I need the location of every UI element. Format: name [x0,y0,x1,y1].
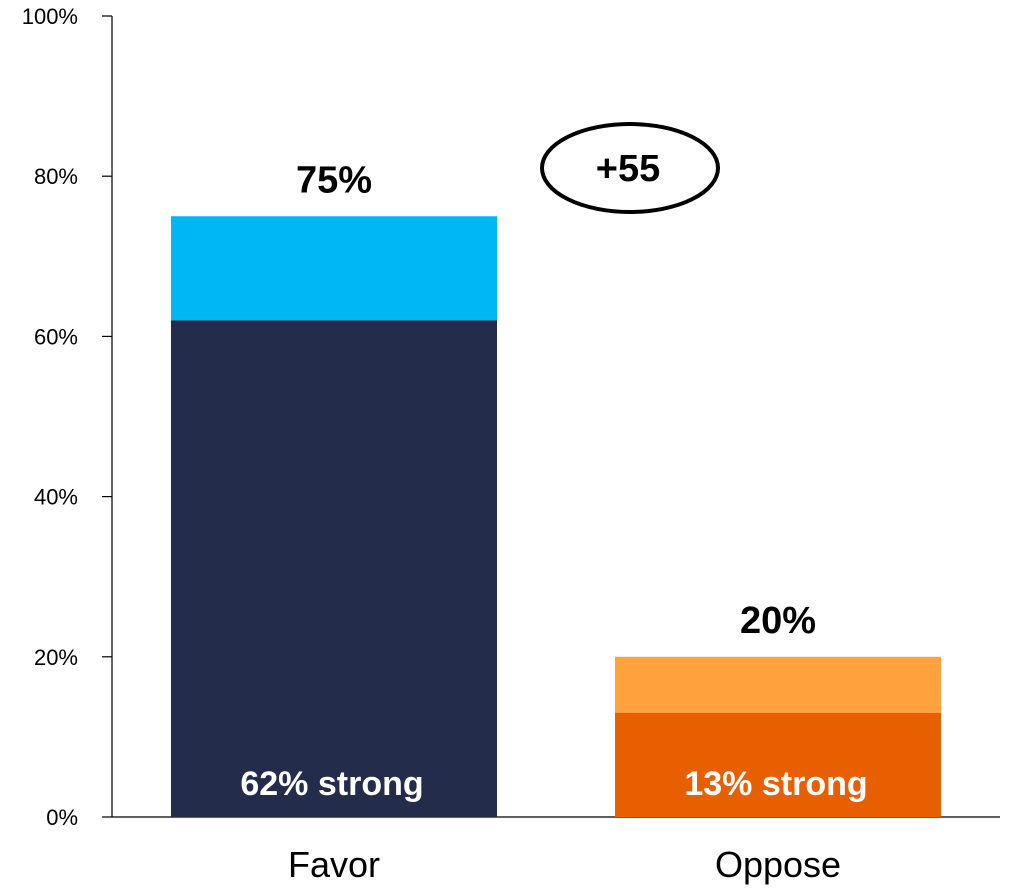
y-tick-label: 20% [34,645,78,670]
oppose-bar-strong-segment [615,712,941,817]
oppose-total-label: 20% [740,600,816,642]
margin-ellipse [540,122,720,214]
margin-annotation-label: +55 [596,148,660,190]
y-tick-label: 40% [34,485,78,510]
y-tick-label: 100% [22,4,78,29]
y-tick-label: 0% [46,805,78,830]
annotation: +55 [540,122,720,214]
bars [171,216,941,817]
y-tick-label: 60% [34,324,78,349]
oppose-bar-total-segment [615,656,941,713]
x-category-label: Oppose [715,844,841,885]
y-tick-label: 80% [34,164,78,189]
favor-total-label: 75% [296,159,372,201]
favor-bar-strong-segment [171,320,497,817]
favor-bar-total-segment [171,216,497,321]
favor-strong-label: 62% strong [240,765,423,803]
x-category-label: Favor [288,844,380,885]
axes: 0% 20% 40% 60% 80% 100% [22,4,1000,830]
labels: 75% 62% strong Favor 20% 13% strong Oppose [240,159,867,885]
oppose-strong-label: 13% strong [684,765,867,803]
